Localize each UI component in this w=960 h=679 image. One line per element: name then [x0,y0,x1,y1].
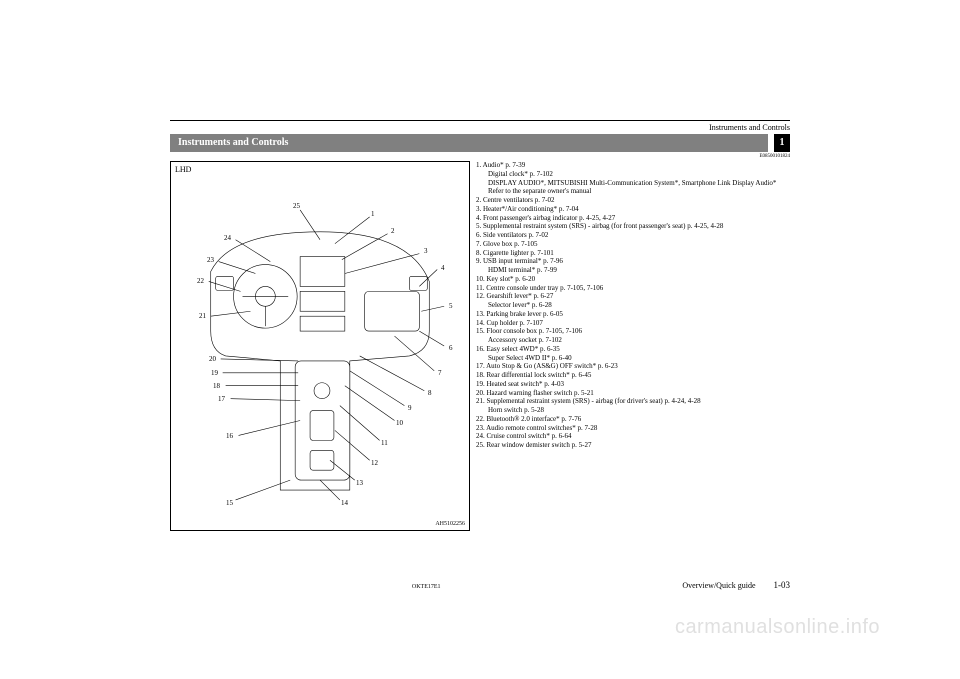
callout-21: 21 [199,312,206,320]
callout-9: 9 [408,404,412,412]
callout-17: 17 [218,395,225,403]
callout-25: 25 [293,202,300,210]
legend-subitem: Super Select 4WD II* p. 6-40 [476,354,790,363]
legend-item: 6. Side ventilators p. 7-02 [476,231,790,240]
manual-page: Instruments and Controls Instruments and… [170,120,790,590]
title-bar: Instruments and Controls 1 [170,134,790,152]
legend-item: 11. Centre console under tray p. 7-105, … [476,284,790,293]
legend-subitem: Horn switch p. 5-28 [476,406,790,415]
legend-subitem: DISPLAY AUDIO*, MITSUBISHI Multi-Communi… [476,179,790,188]
legend-item: 16. Easy select 4WD* p. 6-35 [476,345,790,354]
callout-24: 24 [224,234,231,242]
top-rule [170,120,790,121]
callout-18: 18 [213,382,220,390]
chapter-tab: 1 [774,134,790,152]
legend-item: 9. USB input terminal* p. 7-96 [476,257,790,266]
page-number: 1-03 [774,580,791,590]
callout-20: 20 [209,355,216,363]
legend-list: 1. Audio* p. 7-39Digital clock* p. 7-102… [476,161,790,531]
callout-13: 13 [356,479,363,487]
reference-code: E08500101824 [170,154,790,159]
legend-item: 24. Cruise control switch* p. 6-64 [476,432,790,441]
legend-item: 18. Rear differential lock switch* p. 6-… [476,371,790,380]
legend-item: 2. Centre ventilators p. 7-02 [476,196,790,205]
running-header: Instruments and Controls [170,123,790,132]
legend-item: 15. Floor console box p. 7-105, 7-106 [476,327,790,336]
callout-10: 10 [396,419,403,427]
page-footer: OKTE17E1 Overview/Quick guide 1-03 [170,580,790,590]
legend-item: 5. Supplemental restraint system (SRS) -… [476,222,790,231]
legend-item: 25. Rear window demister switch p. 5-27 [476,441,790,450]
doc-id: OKTE17E1 [170,584,682,590]
dashboard-svg [171,162,469,530]
callout-16: 16 [226,432,233,440]
callout-4: 4 [441,264,445,272]
callout-8: 8 [428,389,432,397]
callout-22: 22 [197,277,204,285]
legend-item: 14. Cup holder p. 7-107 [476,319,790,328]
callout-14: 14 [341,499,348,507]
legend-item: 19. Heated seat switch* p. 4-03 [476,380,790,389]
legend-item: 7. Glove box p. 7-105 [476,240,790,249]
legend-item: 23. Audio remote control switches* p. 7-… [476,424,790,433]
callout-3: 3 [424,247,428,255]
legend-item: 20. Hazard warning flasher switch p. 5-2… [476,389,790,398]
callout-7: 7 [438,369,442,377]
callout-11: 11 [381,439,388,447]
watermark: carmanualsonline.info [675,616,880,639]
callout-23: 23 [207,256,214,264]
legend-item: 1. Audio* p. 7-39 [476,161,790,170]
legend-subitem: HDMI terminal* p. 7-99 [476,266,790,275]
callout-1: 1 [371,210,375,218]
legend-item: 3. Heater*/Air conditioning* p. 7-04 [476,205,790,214]
legend-item: 21. Supplemental restraint system (SRS) … [476,397,790,406]
callout-12: 12 [371,459,378,467]
legend-item: 4. Front passenger's airbag indicator p.… [476,214,790,223]
callout-5: 5 [449,302,453,310]
legend-subitem: Refer to the separate owner's manual [476,187,790,196]
content-row: LHD AH5102256 [170,161,790,531]
legend-item: 13. Parking brake lever p. 6-05 [476,310,790,319]
legend-item: 22. Bluetooth® 2.0 interface* p. 7-76 [476,415,790,424]
section-title: Instruments and Controls [170,134,768,152]
legend-item: 17. Auto Stop & Go (AS&G) OFF switch* p.… [476,362,790,371]
legend-subitem: Selector lever* p. 6-28 [476,301,790,310]
dashboard-diagram: LHD AH5102256 [170,161,470,531]
callout-2: 2 [391,227,395,235]
legend-subitem: Digital clock* p. 7-102 [476,170,790,179]
legend-subitem: Accessory socket p. 7-102 [476,336,790,345]
legend-item: 8. Cigarette lighter p. 7-101 [476,249,790,258]
guide-label: Overview/Quick guide [682,581,755,590]
callout-19: 19 [211,369,218,377]
legend-item: 10. Key slot* p. 6-20 [476,275,790,284]
legend-item: 12. Gearshift lever* p. 6-27 [476,292,790,301]
callout-6: 6 [449,344,453,352]
callout-15: 15 [226,499,233,507]
